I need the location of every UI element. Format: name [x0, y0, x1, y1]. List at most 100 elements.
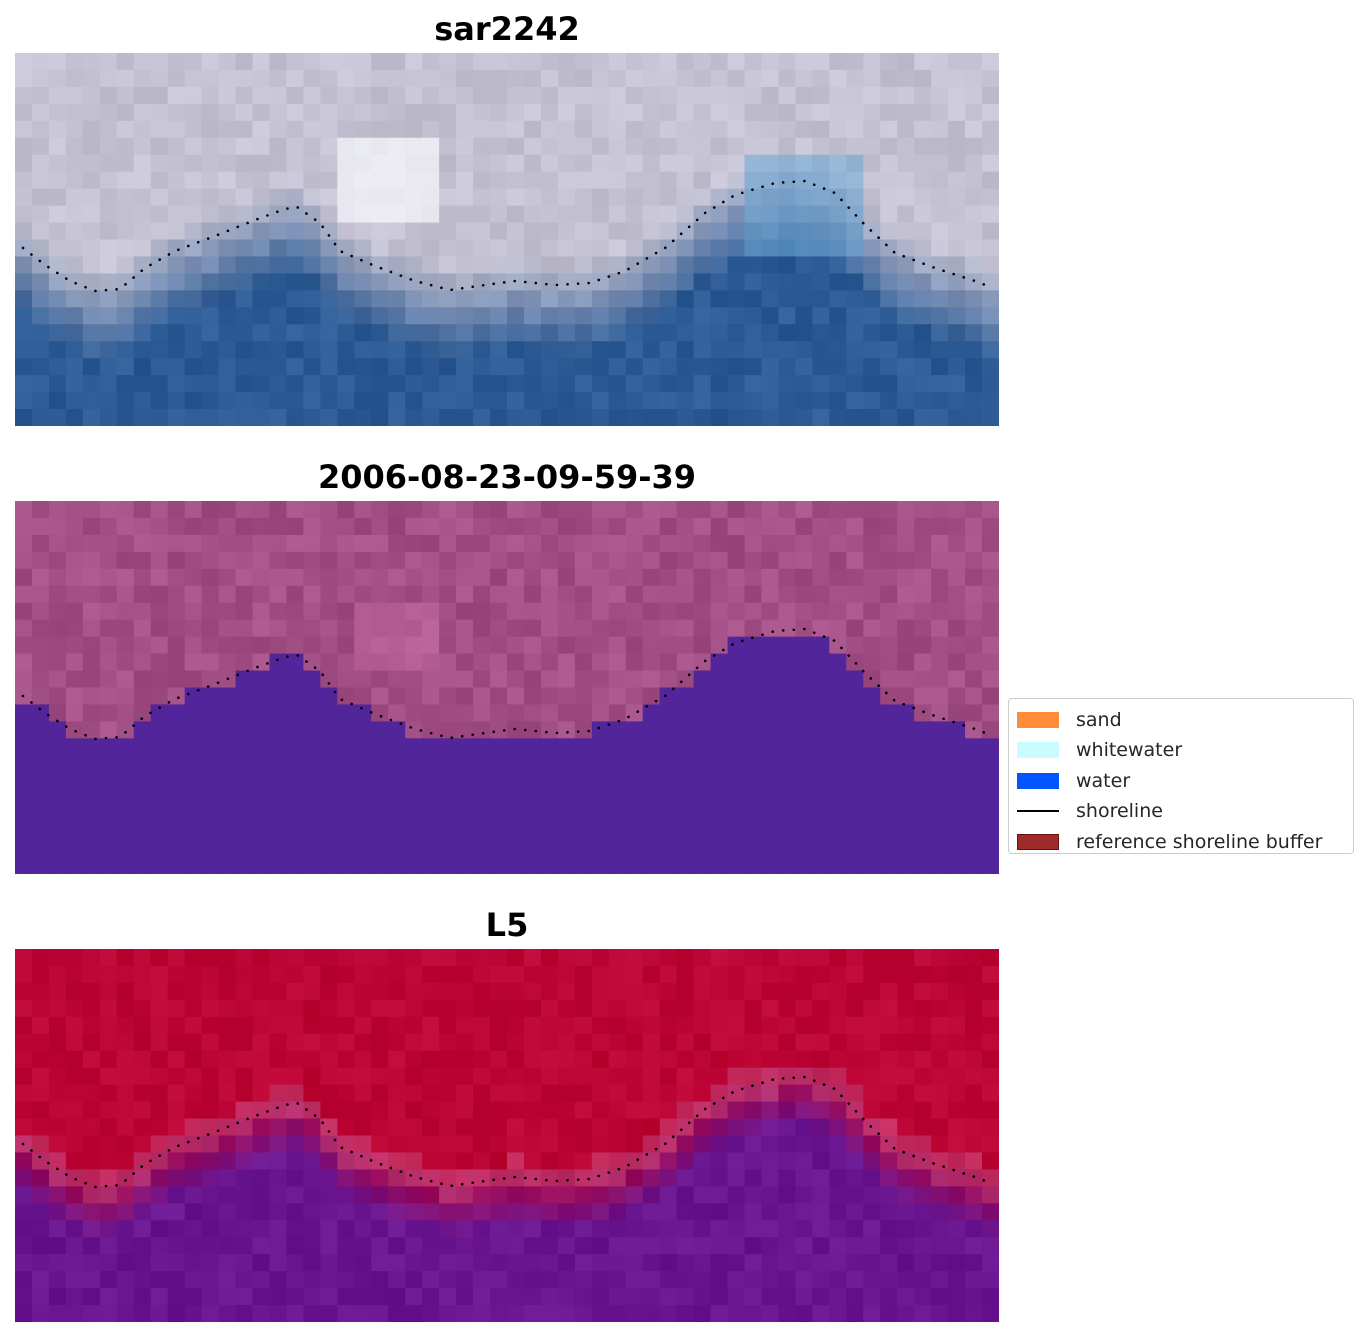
image-pixel — [31, 1084, 50, 1103]
image-pixel — [422, 1118, 440, 1137]
image-pixel — [591, 409, 610, 426]
image-pixel — [710, 949, 729, 967]
image-pixel — [133, 806, 152, 824]
image-pixel — [948, 324, 966, 342]
image-pixel — [303, 568, 321, 587]
image-pixel — [473, 1220, 491, 1238]
image-pixel — [99, 171, 118, 190]
image-pixel — [405, 982, 423, 1001]
image-pixel — [116, 256, 135, 274]
image-pixel — [82, 86, 101, 105]
image-pixel — [405, 1203, 423, 1221]
image-pixel — [693, 222, 712, 241]
image-pixel — [99, 1101, 118, 1120]
image-pixel — [201, 239, 220, 258]
image-pixel — [812, 1033, 830, 1052]
image-pixel — [507, 501, 525, 519]
image-pixel — [82, 789, 101, 807]
image-pixel — [286, 137, 305, 156]
image-pixel — [371, 806, 389, 824]
image-pixel — [863, 1237, 881, 1255]
image-pixel — [948, 392, 966, 410]
image-pixel — [184, 188, 203, 207]
image-pixel — [812, 375, 830, 393]
image-pixel — [82, 687, 101, 706]
image-pixel — [388, 1067, 406, 1086]
image-pixel — [405, 568, 423, 587]
image-pixel — [931, 324, 949, 342]
image-pixel — [574, 1067, 593, 1086]
image-pixel — [15, 1186, 33, 1204]
image-pixel — [625, 1135, 644, 1154]
image-pixel — [167, 551, 186, 570]
image-pixel — [252, 188, 271, 207]
image-pixel — [65, 1016, 84, 1035]
image-pixel — [218, 239, 237, 258]
image-pixel — [540, 188, 559, 207]
image-pixel — [880, 619, 898, 638]
image-pixel — [320, 290, 338, 308]
image-pixel — [846, 1186, 864, 1204]
image-pixel — [676, 1237, 695, 1255]
image-pixel — [133, 857, 152, 874]
image-pixel — [914, 1305, 932, 1322]
image-pixel — [744, 806, 763, 824]
image-pixel — [914, 1254, 932, 1272]
image-pixel — [371, 324, 389, 342]
image-pixel — [965, 171, 983, 190]
image-pixel — [523, 840, 542, 858]
image-pixel — [914, 1237, 932, 1255]
image-pixel — [710, 1084, 729, 1103]
image-pixel — [456, 653, 474, 672]
image-pixel — [354, 188, 372, 207]
image-pixel — [727, 69, 746, 88]
image-pixel — [31, 120, 50, 139]
image-pixel — [167, 501, 186, 519]
image-pixel — [354, 1118, 372, 1137]
image-pixel — [659, 840, 678, 858]
image-pixel — [48, 1135, 67, 1154]
image-pixel — [82, 949, 101, 967]
image-pixel — [863, 222, 881, 241]
image-pixel — [99, 120, 118, 139]
image-pixel — [642, 256, 661, 274]
image-pixel — [133, 823, 152, 841]
image-pixel — [422, 1033, 440, 1052]
image-pixel — [116, 1101, 135, 1120]
image-pixel — [218, 290, 237, 308]
image-pixel — [744, 1050, 763, 1069]
image-pixel — [456, 755, 474, 773]
image-pixel — [133, 239, 152, 258]
image-pixel — [591, 1186, 610, 1204]
image-pixel — [65, 69, 84, 88]
image-pixel — [693, 1169, 712, 1187]
image-pixel — [540, 103, 559, 122]
image-pixel — [557, 1203, 576, 1221]
image-pixel — [659, 551, 678, 570]
image-pixel — [15, 1305, 33, 1322]
image-pixel — [320, 517, 338, 536]
image-pixel — [184, 171, 203, 190]
image-pixel — [914, 857, 932, 874]
image-pixel — [608, 1305, 627, 1322]
image-pixel — [473, 1271, 491, 1289]
image-pixel — [184, 103, 203, 122]
image-pixel — [693, 551, 712, 570]
image-pixel — [252, 965, 271, 984]
image-pixel — [523, 154, 542, 173]
image-pixel — [507, 1118, 525, 1137]
image-pixel — [184, 341, 203, 359]
image-pixel — [931, 1152, 949, 1170]
image-pixel — [846, 290, 864, 308]
image-pixel — [150, 823, 169, 841]
image-pixel — [659, 738, 678, 756]
image-pixel — [507, 1084, 525, 1103]
image-pixel — [778, 1101, 797, 1120]
image-pixel — [303, 69, 321, 88]
image-pixel — [608, 1186, 627, 1204]
image-pixel — [523, 392, 542, 410]
image-pixel — [744, 1237, 763, 1255]
image-pixel — [897, 1186, 915, 1204]
image-pixel — [337, 358, 355, 376]
image-pixel — [82, 501, 101, 519]
